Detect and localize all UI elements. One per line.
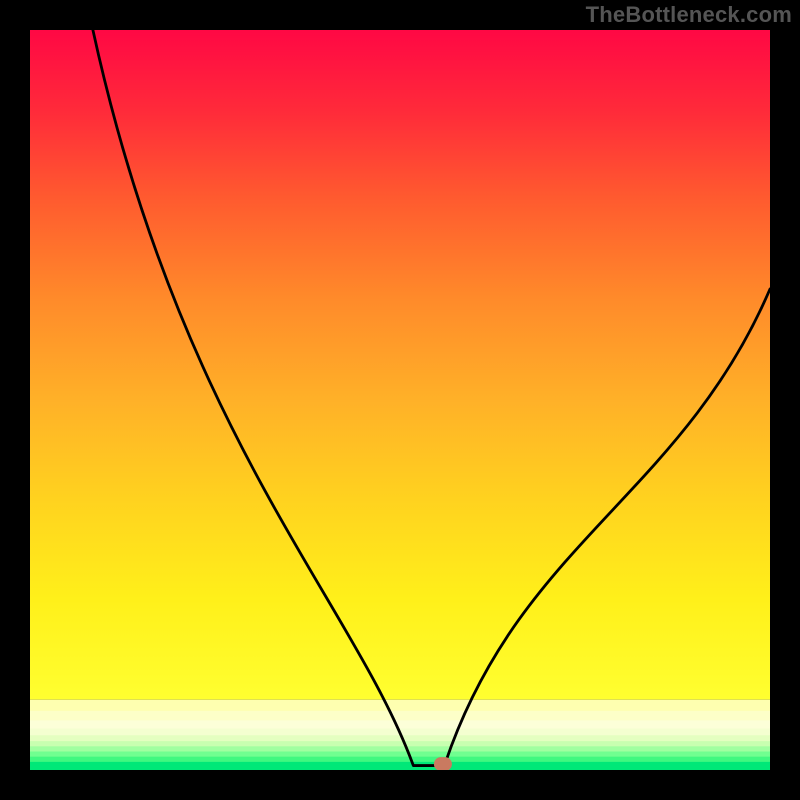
gradient-background: [30, 30, 770, 771]
chart-stage: TheBottleneck.com: [0, 0, 800, 800]
plot-area: [30, 30, 770, 771]
optimum-marker: [434, 757, 452, 771]
bottleneck-chart: [0, 0, 800, 800]
watermark-text: TheBottleneck.com: [586, 2, 792, 28]
